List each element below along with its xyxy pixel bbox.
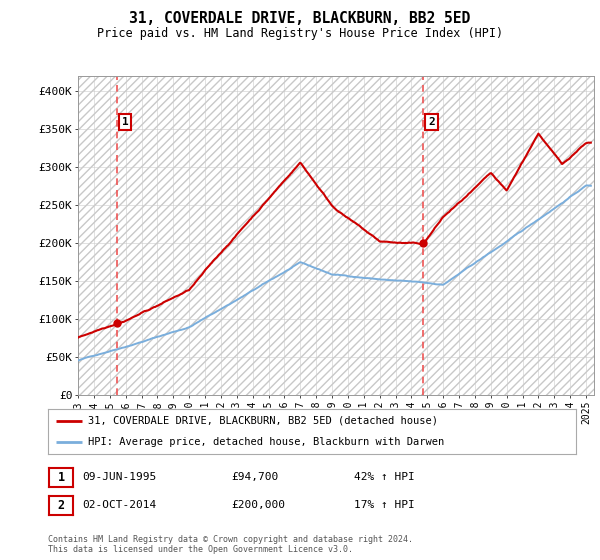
Text: 2: 2 [428,117,435,127]
Text: Price paid vs. HM Land Registry's House Price Index (HPI): Price paid vs. HM Land Registry's House … [97,27,503,40]
Text: £94,700: £94,700 [231,472,278,482]
Text: 42% ↑ HPI: 42% ↑ HPI [354,472,415,482]
Text: 02-OCT-2014: 02-OCT-2014 [82,500,157,510]
Text: 09-JUN-1995: 09-JUN-1995 [82,472,157,482]
Text: 1: 1 [58,470,65,484]
Text: 2: 2 [58,498,65,512]
Text: £200,000: £200,000 [231,500,285,510]
Text: HPI: Average price, detached house, Blackburn with Darwen: HPI: Average price, detached house, Blac… [88,436,444,446]
Text: 17% ↑ HPI: 17% ↑ HPI [354,500,415,510]
Text: 1: 1 [122,117,128,127]
Text: Contains HM Land Registry data © Crown copyright and database right 2024.
This d: Contains HM Land Registry data © Crown c… [48,535,413,554]
Text: 31, COVERDALE DRIVE, BLACKBURN, BB2 5ED: 31, COVERDALE DRIVE, BLACKBURN, BB2 5ED [130,11,470,26]
Text: 31, COVERDALE DRIVE, BLACKBURN, BB2 5ED (detached house): 31, COVERDALE DRIVE, BLACKBURN, BB2 5ED … [88,416,437,426]
